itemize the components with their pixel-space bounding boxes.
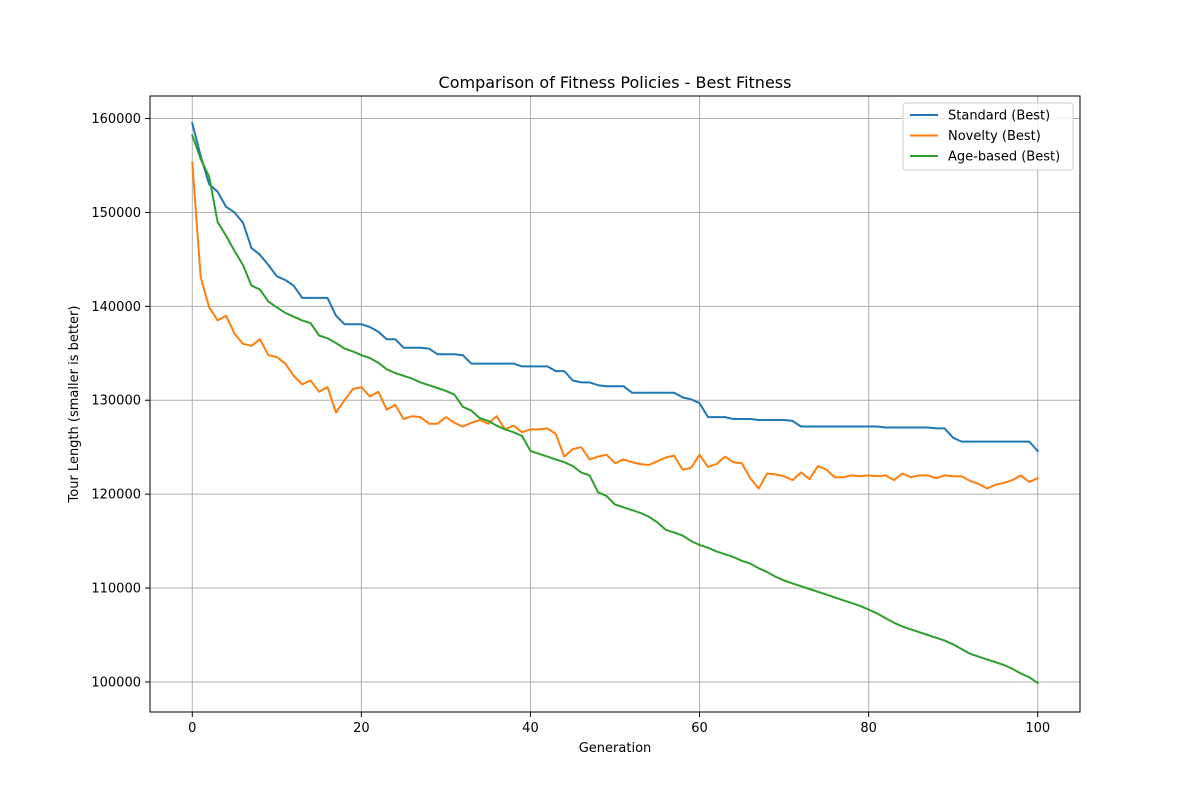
legend: Standard (Best) Novelty (Best) Age-based (…: [902, 102, 1074, 171]
x-tick-label: 40: [522, 721, 539, 736]
x-tick-label: 80: [860, 721, 877, 736]
tick-layer: 0 20 40 60 80 100 100000 110000 120000 130000 1400…: [91, 112, 1050, 736]
legend-label-1: Novelty (Best): [948, 129, 1041, 144]
x-tick-label: 60: [691, 721, 708, 736]
x-axis-label: Generation: [579, 741, 652, 756]
y-tick-label: 130000: [91, 394, 141, 409]
y-axis-label: Tour Length (smaller is better): [67, 306, 82, 504]
series-line-1: [191, 161, 1040, 490]
y-tick-label: 120000: [91, 488, 141, 503]
y-tick-label: 110000: [91, 582, 141, 597]
plot-frame: [149, 95, 1081, 713]
grid-layer: [150, 96, 1080, 712]
y-tick-label: 100000: [91, 675, 141, 690]
x-tick-label: 20: [353, 721, 370, 736]
y-tick-label: 160000: [91, 112, 141, 127]
y-tick-label: 140000: [91, 300, 141, 315]
legend-box: [902, 102, 1074, 171]
x-tick-label: 100: [1025, 721, 1050, 736]
x-tick-label: 0: [188, 721, 196, 736]
y-tick-label: 150000: [91, 206, 141, 221]
series-line-2: [191, 134, 1040, 685]
chart-title: Comparison of Fitness Policies - Best Fi…: [439, 73, 792, 92]
series-layer: [191, 121, 1040, 685]
legend-label-0: Standard (Best): [948, 109, 1050, 124]
series-line-0: [191, 121, 1040, 453]
legend-label-2: Age-based (Best): [948, 150, 1060, 165]
